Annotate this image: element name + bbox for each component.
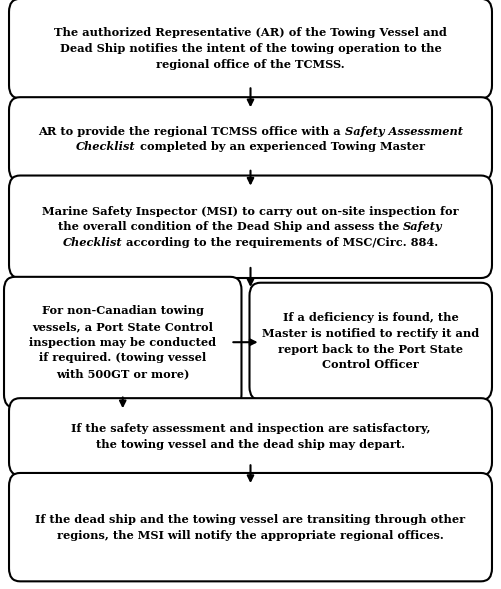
FancyBboxPatch shape <box>9 473 492 581</box>
Text: according to the requirements of MSC/Circ. 884.: according to the requirements of MSC/Cir… <box>122 237 438 248</box>
Text: regions, the MSI will notify the appropriate regional offices.: regions, the MSI will notify the appropr… <box>57 530 444 541</box>
FancyBboxPatch shape <box>4 277 241 408</box>
Text: Master is notified to rectify it and: Master is notified to rectify it and <box>262 328 479 339</box>
Text: If the safety assessment and inspection are satisfactory,: If the safety assessment and inspection … <box>71 423 430 434</box>
Text: Safety: Safety <box>403 221 443 232</box>
Text: regional office of the TCMSS.: regional office of the TCMSS. <box>156 59 345 70</box>
Text: Checklist: Checklist <box>63 237 122 248</box>
Text: Marine Safety Inspector (MSI) to carry out on-site inspection for: Marine Safety Inspector (MSI) to carry o… <box>42 206 459 217</box>
FancyBboxPatch shape <box>9 0 492 98</box>
Text: Dead Ship notifies the intent of the towing operation to the: Dead Ship notifies the intent of the tow… <box>60 43 441 54</box>
Text: with 500GT or more): with 500GT or more) <box>56 368 189 379</box>
Text: the towing vessel and the dead ship may depart.: the towing vessel and the dead ship may … <box>96 439 405 450</box>
FancyBboxPatch shape <box>9 398 492 475</box>
Text: completed by an experienced Towing Master: completed by an experienced Towing Maste… <box>136 141 425 153</box>
Text: report back to the Port State: report back to the Port State <box>278 344 463 355</box>
Text: If a deficiency is found, the: If a deficiency is found, the <box>283 312 458 323</box>
Text: vessels, a Port State Control: vessels, a Port State Control <box>32 321 213 332</box>
Text: Checklist: Checklist <box>76 141 136 153</box>
Text: if required. (towing vessel: if required. (towing vessel <box>39 352 206 363</box>
Text: the overall condition of the Dead Ship and assess the: the overall condition of the Dead Ship a… <box>58 221 403 232</box>
FancyBboxPatch shape <box>9 97 492 181</box>
FancyBboxPatch shape <box>249 283 492 400</box>
Text: If the dead ship and the towing vessel are transiting through other: If the dead ship and the towing vessel a… <box>36 514 465 525</box>
Text: For non-Canadian towing: For non-Canadian towing <box>42 305 204 316</box>
Text: Control Officer: Control Officer <box>322 359 419 370</box>
FancyBboxPatch shape <box>9 176 492 278</box>
Text: Safety Assessment: Safety Assessment <box>345 125 463 137</box>
Text: inspection may be conducted: inspection may be conducted <box>29 337 216 348</box>
Text: The authorized Representative (AR) of the Towing Vessel and: The authorized Representative (AR) of th… <box>54 27 447 38</box>
Text: AR to provide the regional TCMSS office with a: AR to provide the regional TCMSS office … <box>38 125 345 137</box>
